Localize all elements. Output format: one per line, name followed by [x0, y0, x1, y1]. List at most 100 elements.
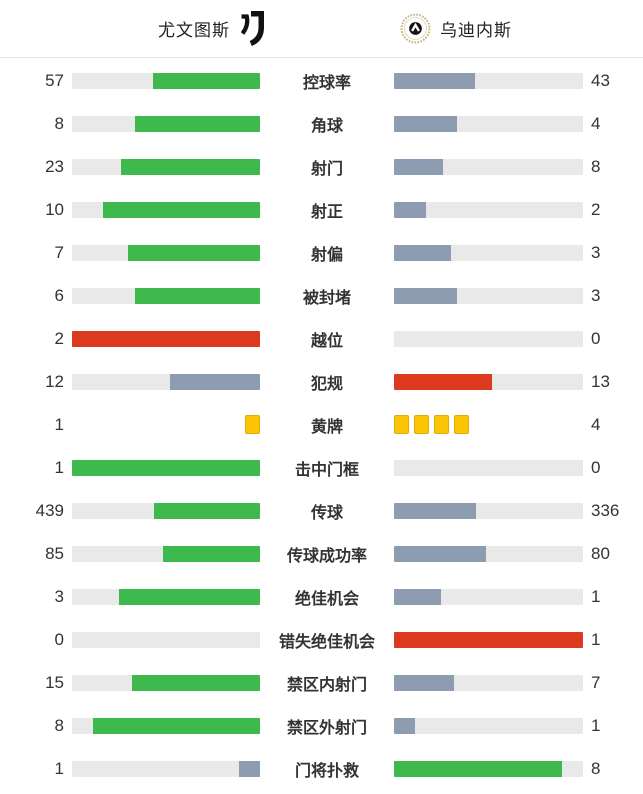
away-bar — [394, 115, 583, 132]
yellow-card-icon — [394, 415, 409, 434]
stats-list: 57 控球率 43 8 角球 4 23 — [0, 58, 643, 790]
away-value: 1 — [591, 629, 601, 649]
yellow-card-icon — [434, 415, 449, 434]
stat-row: 1 门将扑救 8 — [0, 747, 643, 790]
udinese-logo-icon — [400, 13, 431, 44]
home-bar — [72, 158, 260, 175]
away-bar-fill — [394, 502, 477, 519]
stat-label: 控球率 — [302, 74, 351, 92]
home-bar — [72, 588, 260, 605]
home-bar-fill — [120, 158, 260, 175]
home-value: 8 — [54, 113, 64, 133]
home-bar — [72, 373, 260, 390]
away-value: 1 — [591, 586, 601, 606]
team-home[interactable]: 尤文图斯 — [158, 0, 264, 57]
home-bar-fill — [72, 330, 260, 347]
stat-label: 射正 — [310, 203, 343, 221]
away-value: 13 — [591, 371, 610, 391]
home-bar-fill — [103, 201, 260, 218]
away-value: 3 — [591, 242, 601, 262]
stat-row: 12 犯规 13 — [0, 360, 643, 403]
home-value: 439 — [35, 500, 64, 520]
away-team-name: 乌迪内斯 — [440, 21, 512, 40]
stat-label: 错失绝佳机会 — [278, 633, 375, 651]
away-value: 0 — [591, 457, 601, 477]
home-bar-fill — [169, 373, 260, 390]
home-bar-fill — [72, 459, 260, 476]
away-bar — [394, 244, 583, 261]
home-value: 85 — [45, 543, 64, 563]
juventus-logo-icon — [239, 10, 264, 47]
away-value: 2 — [591, 199, 601, 219]
stat-label: 黄牌 — [310, 418, 343, 436]
home-bar — [72, 72, 260, 89]
away-bar — [394, 287, 583, 304]
away-bar-fill — [394, 631, 583, 648]
away-bar-fill — [394, 674, 455, 691]
home-bar-fill — [134, 115, 260, 132]
stat-label: 射偏 — [310, 246, 343, 264]
home-bar — [72, 330, 260, 347]
stat-label: 越位 — [310, 332, 343, 350]
away-bar — [394, 760, 583, 777]
away-bar-fill — [394, 244, 451, 261]
stat-row: 439 传球 336 — [0, 489, 643, 532]
home-bar-fill — [131, 674, 260, 691]
stat-label: 犯规 — [310, 375, 343, 393]
away-bar — [394, 72, 583, 89]
stat-label: 被封堵 — [302, 289, 351, 307]
home-team-name: 尤文图斯 — [158, 21, 230, 40]
team-away[interactable]: 乌迪内斯 — [400, 0, 512, 57]
away-bar-fill — [394, 201, 426, 218]
stat-row: 3 绝佳机会 1 — [0, 575, 643, 618]
stat-row: 23 射门 8 — [0, 145, 643, 188]
home-bar — [72, 502, 260, 519]
away-bar-fill — [394, 717, 415, 734]
away-bar — [394, 158, 583, 175]
home-bar — [72, 415, 260, 434]
home-bar — [72, 459, 260, 476]
header: 尤文图斯 乌迪内斯 — [0, 0, 643, 58]
home-bar — [72, 674, 260, 691]
home-value: 12 — [45, 371, 64, 391]
home-value: 8 — [54, 715, 64, 735]
away-bar-fill — [394, 115, 457, 132]
home-bar — [72, 760, 260, 777]
stat-label: 角球 — [310, 117, 343, 135]
away-bar-fill — [394, 545, 486, 562]
away-value: 336 — [591, 500, 620, 520]
stat-row: 57 控球率 43 — [0, 59, 643, 102]
away-value: 4 — [591, 414, 601, 434]
home-value: 3 — [54, 586, 64, 606]
home-bar-fill — [239, 760, 260, 777]
yellow-card-icon — [245, 415, 260, 434]
away-bar — [394, 631, 583, 648]
away-bar — [394, 502, 583, 519]
stat-row: 85 传球成功率 80 — [0, 532, 643, 575]
stat-label: 门将扑救 — [294, 762, 359, 780]
away-bar — [394, 330, 583, 347]
away-bar — [394, 373, 583, 390]
home-bar — [72, 287, 260, 304]
home-value: 2 — [54, 328, 64, 348]
stat-row: 8 角球 4 — [0, 102, 643, 145]
away-value: 8 — [591, 758, 601, 778]
stat-row: 7 射偏 3 — [0, 231, 643, 274]
away-bar-fill — [394, 588, 442, 605]
away-value: 1 — [591, 715, 601, 735]
stat-label: 禁区内射门 — [286, 676, 367, 694]
stat-row: 2 越位 0 — [0, 317, 643, 360]
home-bar-fill — [134, 287, 260, 304]
home-value: 10 — [45, 199, 64, 219]
stat-label: 击中门框 — [294, 461, 359, 479]
home-bar-fill — [153, 502, 260, 519]
home-bar-fill — [128, 244, 260, 261]
home-value: 23 — [45, 156, 64, 176]
yellow-card-icon — [414, 415, 429, 434]
home-bar-fill — [152, 72, 260, 89]
away-value: 7 — [591, 672, 601, 692]
home-value: 0 — [54, 629, 64, 649]
home-bar — [72, 717, 260, 734]
home-value: 15 — [45, 672, 64, 692]
